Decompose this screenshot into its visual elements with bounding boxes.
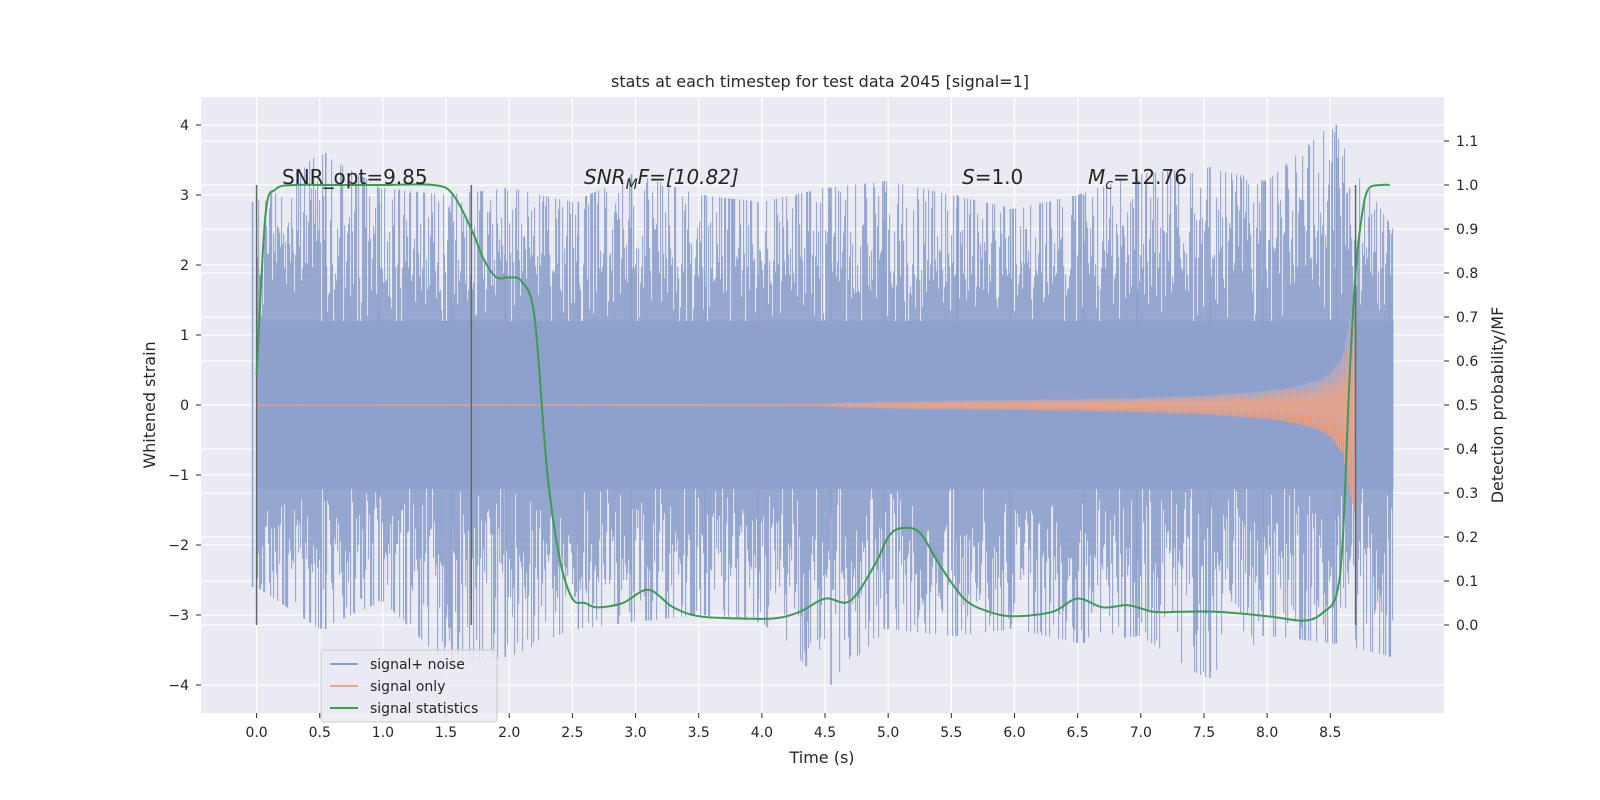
x-tick-label: 0.0 [245,725,267,741]
y-left-tick-label: −1 [168,468,189,484]
signal-only-series [256,301,1356,513]
y-right-axis-ticks: 1.1 1.0 0.9 0.8 0.7 0.6 0.5 0.4 0.3 0.2 0.1 0.0 [1444,134,1478,634]
x-tick-label: 1.5 [435,725,457,741]
y-right-tick-label: 0.5 [1456,398,1478,414]
y-left-axis-label: Whitened strain [140,341,159,468]
y-right-tick-label: 0.0 [1456,618,1478,634]
y-left-tick-label: 3 [180,188,189,204]
snr-mf-annotation: SNRMF=[10.82] [584,165,739,193]
x-tick-label: 5.5 [940,725,962,741]
s-annotation: S=1.0 [962,165,1023,189]
mc-subscript: c [1105,177,1113,193]
legend: signal+ noise signal only signal statist… [320,649,498,723]
signal-statistics-series [255,183,1390,622]
y-right-tick-label: 0.6 [1456,354,1478,370]
x-tick-label: 4.0 [751,725,773,741]
y-right-tick-label: 0.2 [1456,530,1478,546]
y-right-tick-label: 0.9 [1456,222,1478,238]
y-left-tick-label: 2 [180,258,189,274]
y-right-tick-label: 1.1 [1456,134,1478,150]
x-tick-label: 4.5 [814,725,836,741]
y-left-tick-label: −4 [168,678,189,694]
y-right-tick-label: 0.4 [1456,442,1478,458]
legend-label-signal: signal only [370,679,445,695]
x-tick-label: 2.5 [561,725,583,741]
y-left-tick-label: 4 [180,118,189,134]
x-axis-ticks: 0.0 0.5 1.0 1.5 2.0 2.5 3.0 3.5 4.0 4.5 5.0 5.5 6.0 6… [245,713,1341,741]
y-left-tick-label: −3 [168,608,189,624]
vertical-markers [255,185,1357,625]
x-tick-label: 7.0 [1130,725,1152,741]
x-tick-label: 0.5 [309,725,331,741]
snr-opt-annotation: SNR_opt=9.85 [282,165,428,189]
s-rest: =1.0 [975,165,1024,189]
legend-box [320,649,498,723]
x-tick-label: 3.5 [688,725,710,741]
mc-main: M [1088,165,1105,189]
y-right-tick-label: 0.7 [1456,310,1478,326]
x-tick-label: 7.5 [1193,725,1215,741]
signal-only-line [256,301,1356,513]
s-main: S [962,165,975,189]
y-right-tick-label: 1.0 [1456,178,1478,194]
x-tick-label: 8.0 [1256,725,1278,741]
mc-rest: =12.76 [1113,165,1187,189]
x-tick-label: 3.0 [624,725,646,741]
y-right-axis-label: Detection probability/MF [1488,307,1507,504]
y-left-tick-label: 0 [180,398,189,414]
y-right-tick-label: 0.1 [1456,574,1478,590]
y-left-tick-label: 1 [180,328,189,344]
mc-annotation: Mc=12.76 [1088,165,1187,193]
y-right-tick-label: 0.8 [1456,266,1478,282]
snr-mf-subscript: M [626,177,638,193]
legend-label-noise: signal+ noise [370,657,465,673]
signal-statistics-line [255,183,1390,622]
x-tick-label: 5.0 [877,725,899,741]
x-tick-label: 8.5 [1319,725,1341,741]
x-tick-label: 2.0 [498,725,520,741]
x-tick-label: 6.5 [1067,725,1089,741]
chart-title: stats at each timestep for test data 204… [611,72,1029,91]
y-left-axis-ticks: 4 3 2 1 0 −1 −2 −3 −4 [168,118,201,694]
snr-mf-main: SNR [584,165,626,189]
x-axis-label: Time (s) [788,748,854,767]
snr-mf-rest: F=[10.82] [638,165,739,189]
legend-label-stats: signal statistics [370,701,478,717]
y-left-tick-label: −2 [168,538,189,554]
y-right-tick-label: 0.3 [1456,486,1478,502]
x-tick-label: 6.0 [1003,725,1025,741]
x-tick-label: 1.0 [372,725,394,741]
